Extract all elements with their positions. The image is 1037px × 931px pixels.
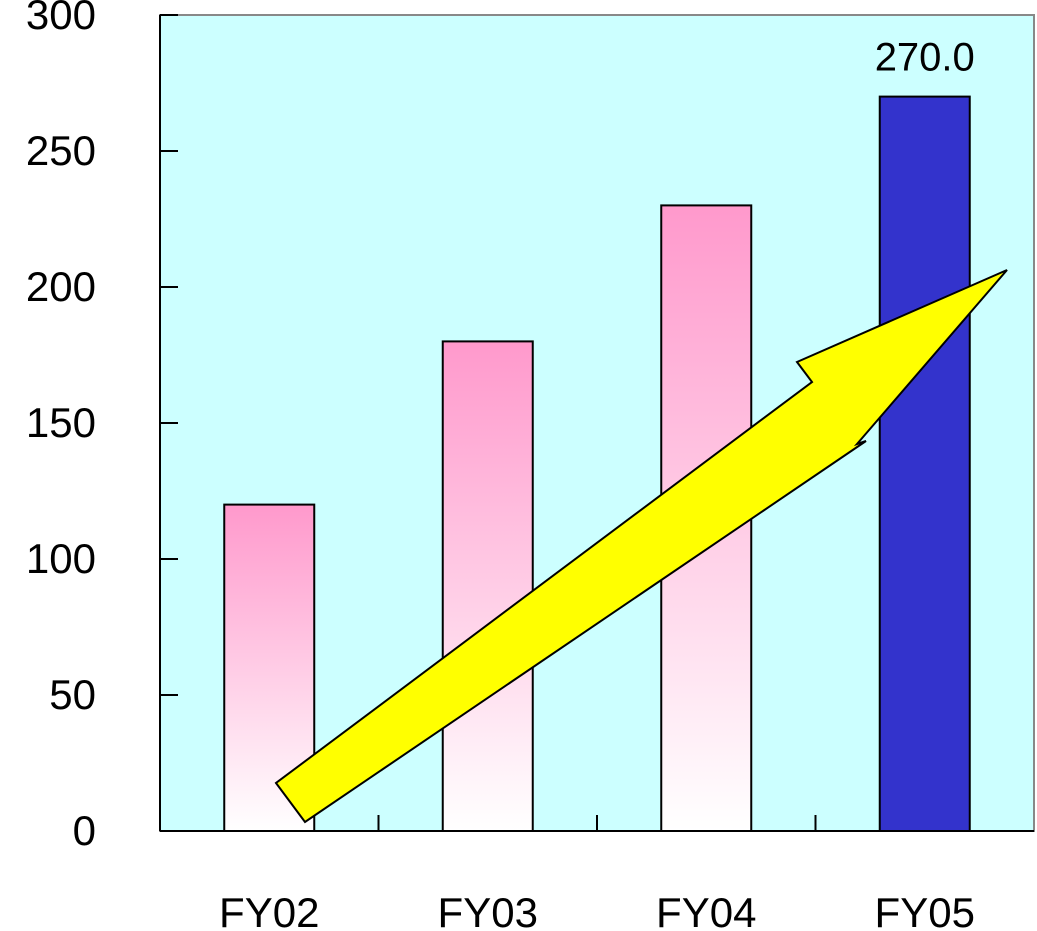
axes-group <box>159 14 1034 832</box>
y-tick-label-250: 250 <box>26 127 96 174</box>
y-tick-label-100: 100 <box>26 535 96 582</box>
x-tick-label-fy03: FY03 <box>438 889 538 931</box>
trend-arrow <box>274 269 1008 824</box>
x-tick-label-fy02: FY02 <box>219 889 319 931</box>
y-tick-label-300: 300 <box>26 0 96 38</box>
x-tick-label-fy04: FY04 <box>656 889 756 931</box>
y-tick-label-50: 50 <box>49 671 96 718</box>
bar-fy03 <box>441 340 534 832</box>
x-tick-label-fy05: FY05 <box>875 889 975 931</box>
bar-fy05 <box>878 95 971 833</box>
labels-group: FY02 FY03 FY04 270.0 FY05 0 50 100 150 200 250 300 <box>26 0 975 931</box>
y-tick-label-150: 150 <box>26 399 96 446</box>
data-label-fy05: 270.0 <box>875 36 975 80</box>
y-tick-label-0: 0 <box>73 807 96 854</box>
y-tick-label-200: 200 <box>26 263 96 310</box>
